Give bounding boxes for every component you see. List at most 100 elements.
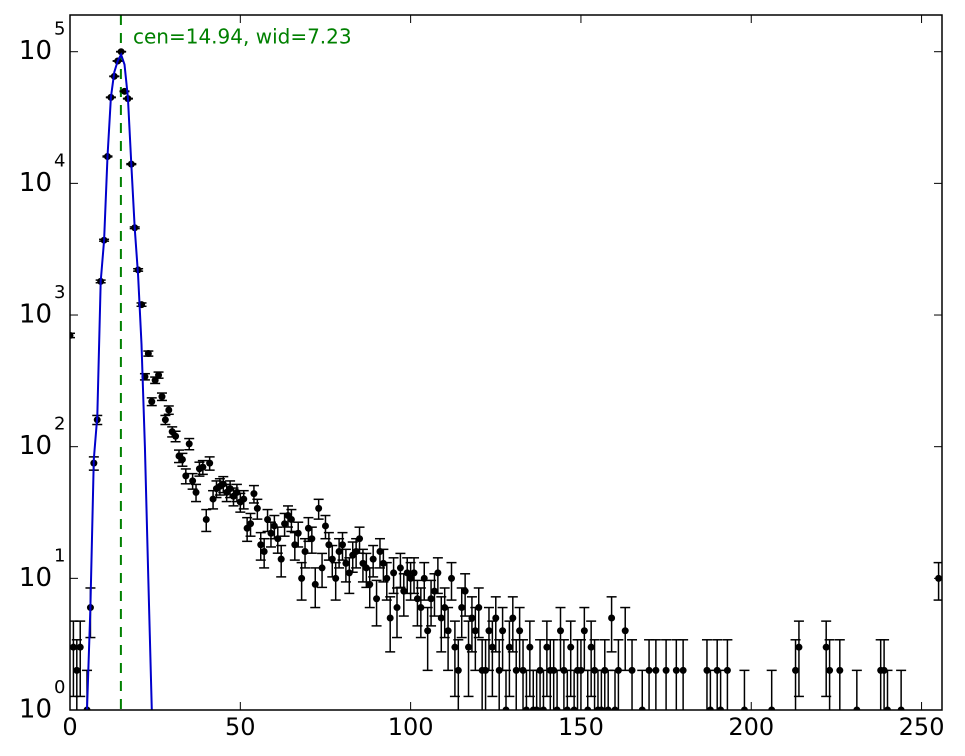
data-point bbox=[723, 666, 731, 674]
data-point bbox=[509, 614, 517, 622]
data-point bbox=[468, 614, 476, 622]
data-point bbox=[454, 666, 462, 674]
data-point bbox=[281, 520, 289, 528]
data-point bbox=[516, 627, 524, 635]
data-point bbox=[342, 559, 350, 567]
data-point bbox=[308, 535, 316, 543]
data-point bbox=[560, 666, 568, 674]
data-point bbox=[601, 666, 609, 674]
data-point bbox=[274, 535, 282, 543]
data-point bbox=[373, 595, 381, 603]
error-bar bbox=[548, 639, 559, 710]
y-tick-exponent: 5 bbox=[54, 19, 65, 40]
y-tick-exponent: 0 bbox=[54, 677, 65, 698]
data-point bbox=[672, 666, 680, 674]
data-point bbox=[291, 541, 299, 549]
error-bar bbox=[678, 639, 689, 710]
data-point bbox=[437, 614, 445, 622]
data-point bbox=[233, 488, 241, 496]
error-bar bbox=[644, 639, 655, 710]
data-point bbox=[512, 666, 520, 674]
data-point bbox=[260, 547, 268, 555]
x-tick-label: 0 bbox=[62, 713, 77, 741]
y-tick-label: 10 bbox=[19, 300, 52, 330]
data-point bbox=[550, 666, 558, 674]
data-point bbox=[492, 614, 500, 622]
data-point bbox=[706, 706, 714, 710]
data-point bbox=[206, 459, 214, 467]
data-point bbox=[522, 706, 530, 710]
data-point bbox=[400, 587, 408, 595]
data-point bbox=[880, 666, 888, 674]
data-point bbox=[836, 666, 844, 674]
data-point bbox=[499, 627, 507, 635]
data-point bbox=[485, 627, 493, 635]
data-point bbox=[420, 574, 428, 582]
data-point bbox=[543, 643, 551, 651]
data-point bbox=[884, 706, 891, 710]
data-point bbox=[628, 666, 636, 674]
data-point bbox=[597, 706, 605, 710]
data-point bbox=[413, 595, 421, 603]
data-point bbox=[495, 666, 503, 674]
data-point bbox=[73, 666, 81, 674]
data-point bbox=[519, 666, 527, 674]
fit-line bbox=[86, 52, 153, 710]
x-tick-label: 250 bbox=[899, 713, 945, 741]
x-tick-label: 200 bbox=[728, 713, 774, 741]
plot-area bbox=[70, 15, 942, 710]
error-bar bbox=[613, 639, 624, 710]
data-point bbox=[768, 706, 776, 710]
error-bar bbox=[834, 639, 845, 710]
annotation: cen=14.94, wid=7.23 bbox=[133, 25, 352, 49]
error-bar bbox=[671, 639, 682, 710]
data-point bbox=[584, 706, 592, 710]
data-point bbox=[458, 604, 466, 612]
data-point bbox=[410, 569, 418, 577]
y-tick-label: 10 bbox=[19, 695, 52, 725]
data-point bbox=[70, 643, 77, 651]
error-bar bbox=[793, 620, 804, 698]
x-tick-label: 100 bbox=[388, 713, 434, 741]
data-point bbox=[148, 398, 156, 406]
error-bar bbox=[589, 639, 600, 710]
data-point bbox=[321, 522, 329, 530]
data-point bbox=[189, 477, 197, 485]
error-bar bbox=[453, 639, 464, 710]
data-point bbox=[427, 595, 435, 603]
data-point bbox=[332, 574, 340, 582]
error-bar bbox=[824, 639, 835, 710]
y-tick-label: 10 bbox=[19, 36, 52, 66]
error-bar bbox=[518, 639, 529, 710]
data-point bbox=[294, 529, 302, 537]
x-tick-label: 150 bbox=[558, 713, 604, 741]
data-point bbox=[151, 376, 159, 384]
data-point bbox=[424, 627, 432, 635]
error-bar bbox=[722, 639, 733, 710]
data-point bbox=[662, 666, 670, 674]
data-point bbox=[444, 627, 452, 635]
data-point bbox=[526, 643, 534, 651]
data-point bbox=[304, 524, 312, 532]
data-point bbox=[403, 569, 411, 577]
y-tick-label: 10 bbox=[19, 563, 52, 593]
data-point bbox=[253, 504, 261, 512]
data-point bbox=[356, 535, 364, 543]
error-bar bbox=[712, 639, 723, 710]
data-point bbox=[178, 455, 186, 463]
error-bar bbox=[473, 587, 484, 639]
data-point bbox=[577, 666, 585, 674]
data-point bbox=[608, 614, 616, 622]
data-point bbox=[376, 547, 384, 555]
data-point bbox=[614, 666, 622, 674]
data-point bbox=[897, 706, 905, 710]
data-point bbox=[185, 440, 193, 448]
data-point bbox=[502, 706, 510, 710]
data-point bbox=[539, 706, 547, 710]
data-point bbox=[407, 574, 415, 582]
data-point bbox=[563, 706, 571, 710]
data-point bbox=[434, 569, 442, 577]
data-point bbox=[369, 555, 377, 563]
data-point bbox=[287, 515, 295, 523]
data-point bbox=[448, 574, 455, 582]
